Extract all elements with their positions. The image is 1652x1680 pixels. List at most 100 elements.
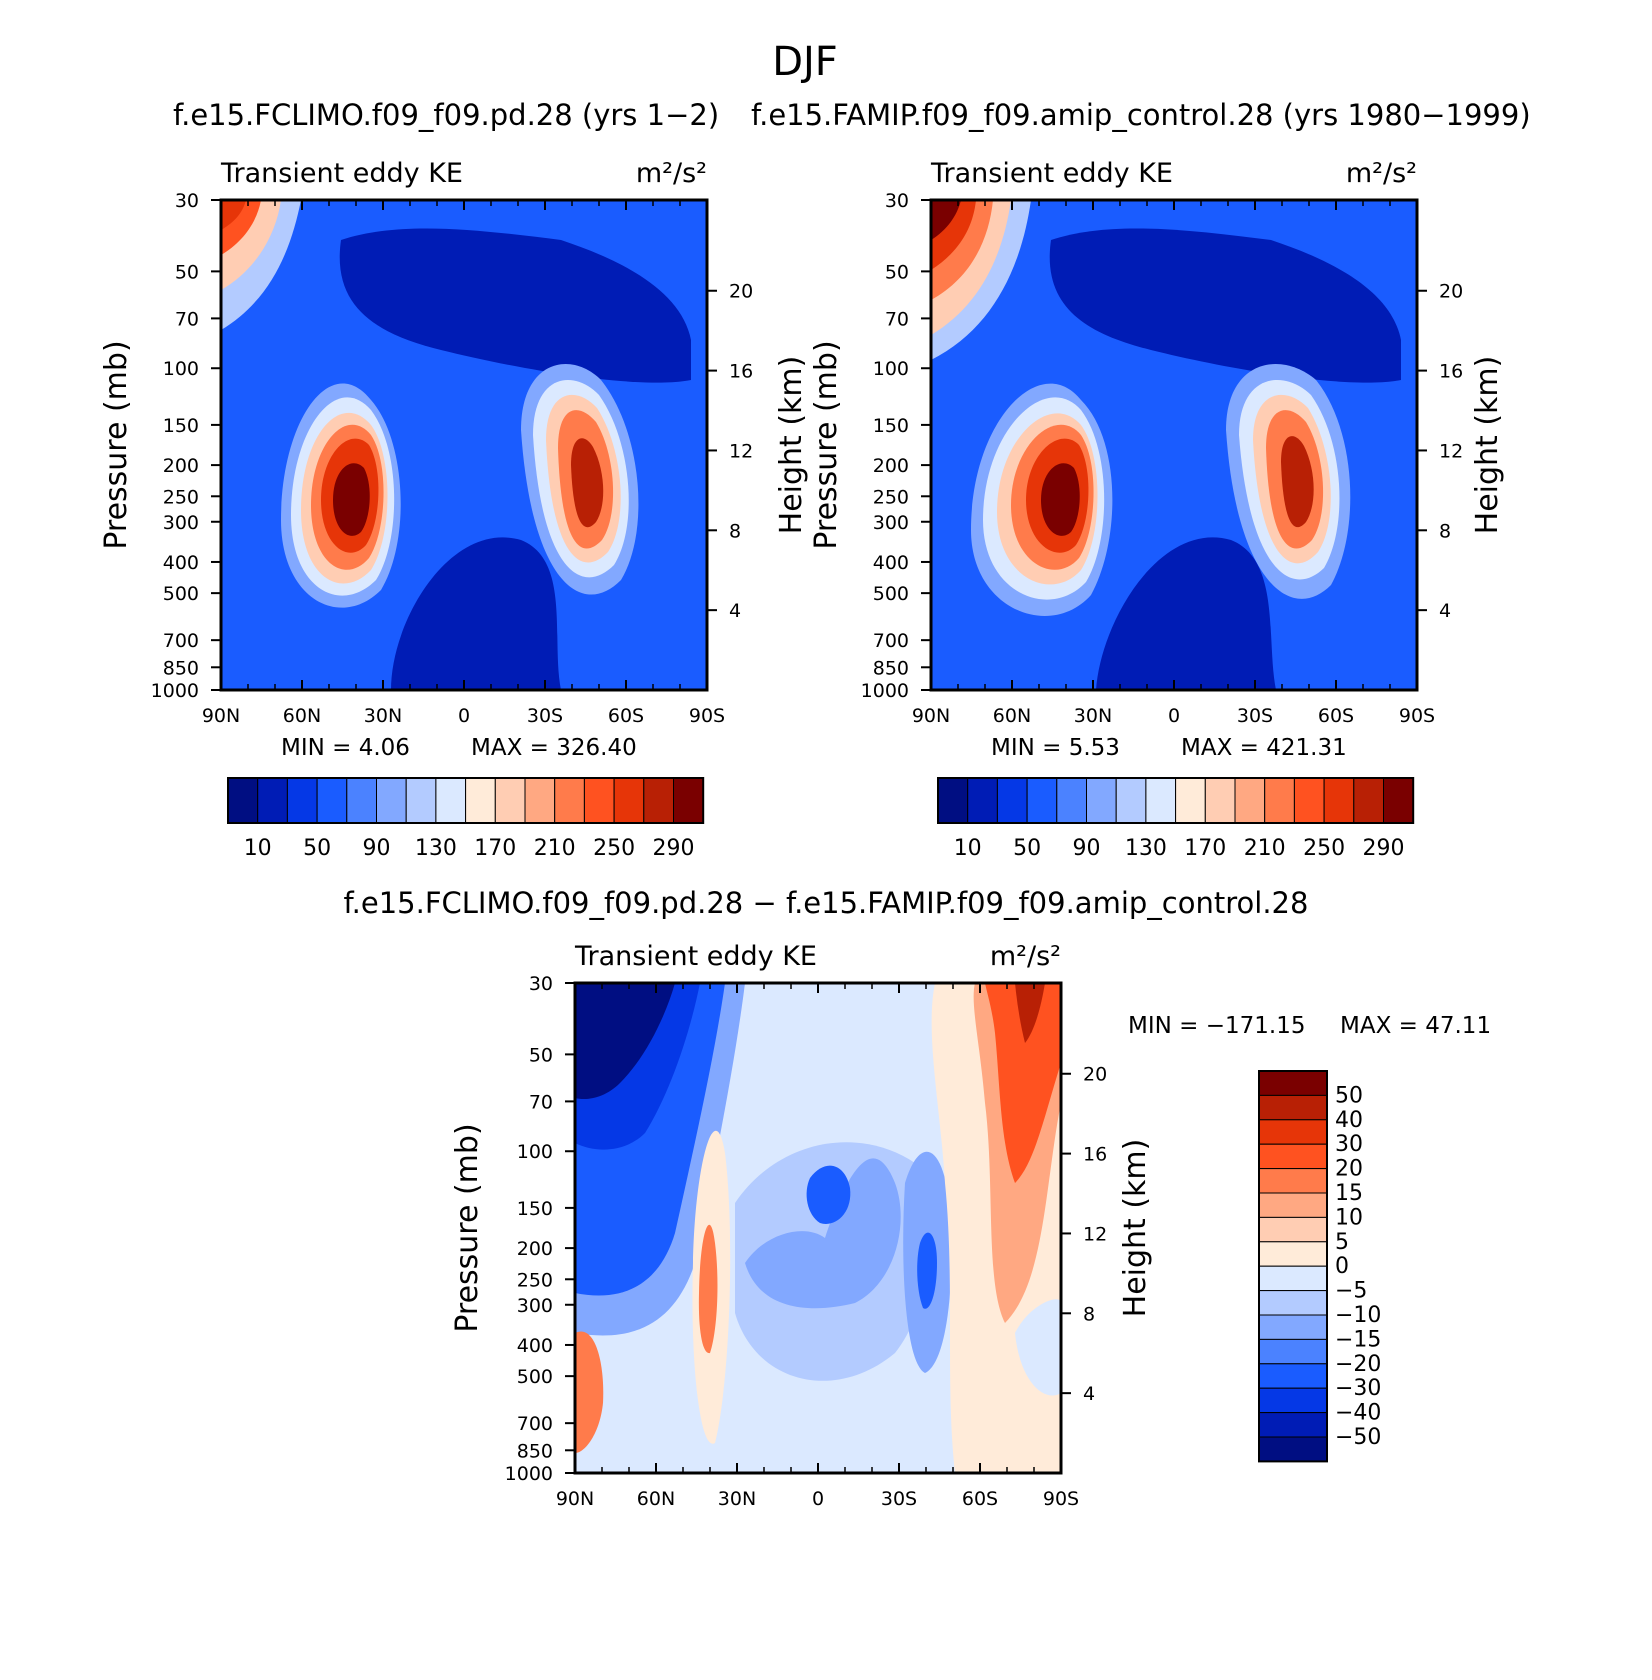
y-tick-label: 30	[529, 973, 553, 995]
colorbar-tick-label: 0	[1335, 1254, 1349, 1279]
axis-ticks: 90N 60N 30N 0 30S 60S 90S 30 50 70 100 150 200 250 300…	[151, 190, 754, 727]
colorbar-frame	[937, 777, 1415, 824]
y-tick-label: 500	[873, 583, 909, 605]
y-tick-label: 1000	[151, 680, 199, 702]
x-tick-label: 60N	[637, 1488, 675, 1510]
x-tick-label: 90S	[1043, 1488, 1079, 1510]
max-label: MAX = 326.40	[471, 735, 637, 761]
colorbar-swatch	[376, 777, 407, 824]
colorbar-tick-label: 10	[954, 836, 982, 861]
colorbar-tick-label: 170	[1184, 836, 1226, 861]
x-tick-label: 30N	[364, 705, 402, 727]
nh-jet-core	[1041, 463, 1080, 536]
trop-low	[391, 537, 561, 690]
y-tick-label: 150	[163, 415, 199, 437]
units-label: m²/s²	[636, 158, 707, 189]
colorbar-swatch	[1264, 777, 1295, 824]
height-tick-label: 20	[1439, 281, 1463, 303]
y-tick-label: 500	[163, 583, 199, 605]
panel-top-left: f.e15.FCLIMO.f09_f09.pd.28 (yrs 1−2) Tra…	[99, 98, 809, 861]
y-axis-title: Pressure (mb)	[809, 340, 844, 549]
colorbar-tick-label: 50	[1335, 1083, 1363, 1108]
colorbar-swatch	[1026, 777, 1058, 824]
y-tick-label: 150	[873, 415, 909, 437]
height-tick-label: 8	[1083, 1303, 1095, 1325]
y-tick-label: 850	[873, 657, 909, 679]
colorbar-tick-label: 250	[593, 836, 635, 861]
y-tick-label: 300	[873, 512, 909, 534]
field-label: Transient eddy KE	[220, 158, 463, 189]
colorbar-tick-label: −5	[1335, 1279, 1367, 1304]
colorbar-swatch	[316, 777, 348, 824]
y-tick-label: 250	[517, 1269, 553, 1291]
max-label: MAX = 47.11	[1340, 1013, 1491, 1039]
colorbar-swatch	[643, 777, 674, 824]
height-tick-label: 16	[1439, 361, 1463, 383]
y-tick-label: 400	[163, 552, 199, 574]
height-tick-label: 12	[1083, 1223, 1107, 1245]
colorbar-tick-label: 130	[415, 836, 457, 861]
strato-low	[1049, 228, 1401, 383]
polar-pos	[575, 1331, 604, 1453]
y-tick-label: 700	[517, 1413, 553, 1435]
colorbar-swatch	[1258, 1216, 1328, 1243]
x-tick-label: 90S	[689, 705, 725, 727]
colorbar-tick-label: −50	[1335, 1425, 1381, 1450]
y-tick-label: 400	[873, 552, 909, 574]
colorbar-swatch	[1258, 1363, 1328, 1389]
colorbar-tick-label: 15	[1335, 1181, 1363, 1206]
colorbar-tick-label: 40	[1335, 1108, 1363, 1133]
colorbar-swatch	[465, 777, 496, 824]
height-tick-label: 12	[729, 440, 753, 462]
colorbar-tick-label: 10	[244, 836, 272, 861]
x-tick-label: 60S	[1318, 705, 1354, 727]
nh-neg-4	[575, 983, 675, 1100]
colorbar-swatch	[937, 777, 969, 824]
colorbar-swatch	[346, 777, 378, 824]
units-label: m²/s²	[1346, 158, 1417, 189]
height-tick-label: 20	[729, 281, 753, 303]
height-tick-label: 16	[1083, 1144, 1107, 1166]
y2-axis-title: Height (km)	[1118, 1139, 1153, 1318]
colorbar-swatch	[967, 777, 998, 824]
contour-field	[931, 200, 1417, 690]
min-label: MIN = 5.53	[991, 735, 1120, 761]
y-tick-label: 700	[163, 630, 199, 652]
y-tick-label: 70	[885, 308, 909, 330]
y-tick-label: 100	[517, 1141, 553, 1163]
diff-title: f.e15.FCLIMO.f09_f09.pd.28 − f.e15.FAMIP…	[344, 886, 1309, 920]
x-tick-label: 0	[1168, 705, 1180, 727]
x-tick-label: 0	[812, 1488, 824, 1510]
colorbar-swatch	[1258, 1290, 1328, 1316]
colorbar-swatch	[673, 777, 704, 824]
panel-top-right: f.e15.FAMIP.f09_f09.amip_control.28 (yrs…	[751, 98, 1531, 861]
colorbar-swatch	[613, 777, 645, 824]
height-tick-label: 20	[1083, 1064, 1107, 1086]
colorbar-swatch	[554, 777, 585, 824]
trop-low	[1096, 537, 1276, 690]
x-tick-label: 0	[458, 705, 470, 727]
y-tick-label: 200	[517, 1238, 553, 1260]
y-tick-label: 850	[163, 657, 199, 679]
y-tick-label: 70	[175, 308, 199, 330]
colorbar-swatch	[1056, 777, 1088, 824]
y-tick-label: 70	[529, 1091, 553, 1113]
mid-neg-core	[806, 1165, 851, 1224]
sh-surface-neg	[1015, 1299, 1061, 1396]
colorbar-swatch	[1204, 777, 1236, 824]
colorbar-swatch	[1175, 777, 1206, 824]
colorbar-swatch	[405, 777, 437, 824]
colorbar-tick-label: 290	[653, 836, 695, 861]
colorbar-frame	[1258, 1070, 1328, 1463]
colorbar-tick-label: 290	[1363, 836, 1405, 861]
height-tick-label: 4	[1439, 600, 1451, 622]
y-tick-label: 30	[885, 190, 909, 212]
height-tick-label: 4	[729, 600, 741, 622]
y-tick-label: 250	[163, 486, 199, 508]
y-axis-title: Pressure (mb)	[450, 1123, 485, 1332]
colorbar-tick-label: 170	[474, 836, 516, 861]
pos-ridge-core	[698, 1224, 718, 1354]
colorbar-swatch	[1086, 777, 1117, 824]
figure-title: DJF	[772, 39, 838, 85]
